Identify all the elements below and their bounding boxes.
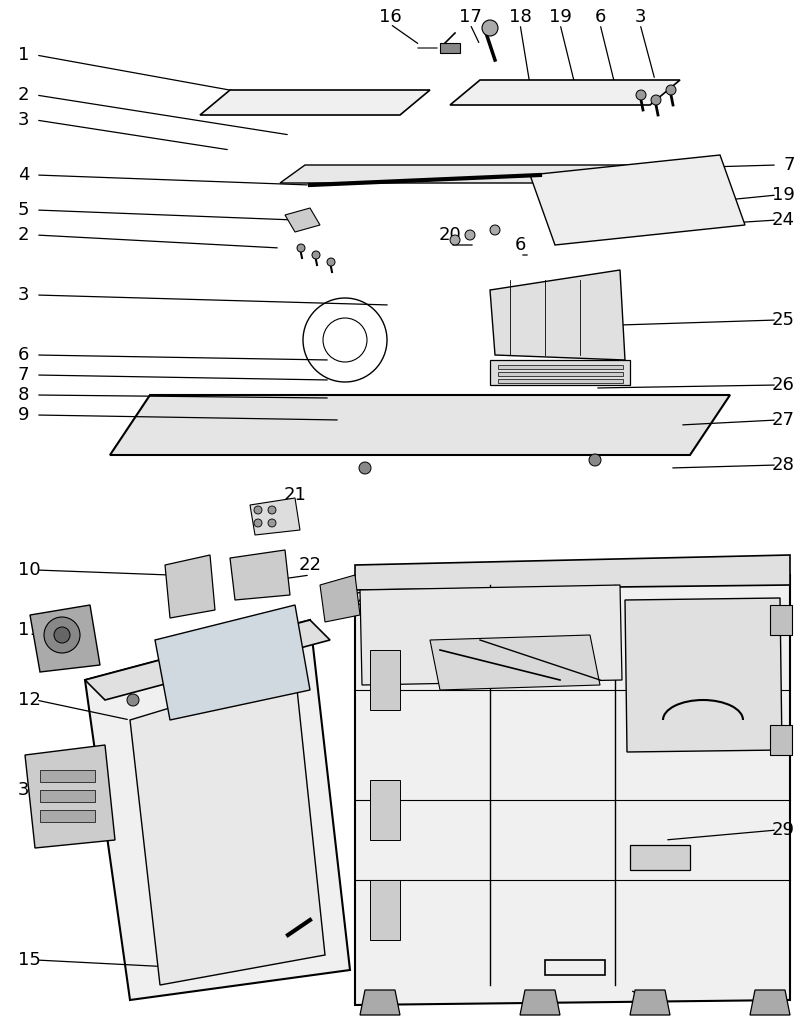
Circle shape <box>54 627 70 643</box>
Circle shape <box>44 617 80 653</box>
Bar <box>498 365 623 369</box>
Text: 7: 7 <box>783 156 795 174</box>
Text: 2: 2 <box>18 226 29 244</box>
Text: 32: 32 <box>18 781 41 799</box>
Polygon shape <box>85 620 330 700</box>
Circle shape <box>254 506 262 514</box>
Polygon shape <box>355 555 790 590</box>
Polygon shape <box>285 208 320 232</box>
Text: 23: 23 <box>354 591 376 609</box>
Polygon shape <box>280 165 635 183</box>
Text: 9: 9 <box>18 406 29 424</box>
Bar <box>370 780 400 840</box>
Circle shape <box>636 90 646 100</box>
Bar <box>440 43 460 53</box>
Circle shape <box>465 230 475 240</box>
Polygon shape <box>625 598 782 752</box>
Bar <box>40 790 95 802</box>
Circle shape <box>297 244 305 252</box>
Bar <box>545 961 605 975</box>
Polygon shape <box>130 670 325 985</box>
Circle shape <box>268 506 276 514</box>
Text: 29: 29 <box>772 821 795 839</box>
Circle shape <box>651 95 661 105</box>
Polygon shape <box>155 605 310 720</box>
Text: 6: 6 <box>515 236 526 254</box>
Circle shape <box>589 454 601 466</box>
Text: 16: 16 <box>379 8 401 26</box>
Polygon shape <box>750 990 790 1015</box>
Bar <box>370 880 400 940</box>
Polygon shape <box>25 745 115 848</box>
Text: 21: 21 <box>284 486 307 504</box>
Polygon shape <box>320 575 360 622</box>
Polygon shape <box>450 80 680 105</box>
Text: 10: 10 <box>18 561 40 579</box>
Polygon shape <box>430 635 600 690</box>
Text: 15: 15 <box>18 951 41 969</box>
Text: 26: 26 <box>772 376 795 394</box>
Text: 31: 31 <box>638 992 662 1010</box>
Polygon shape <box>110 395 730 455</box>
Text: 2: 2 <box>18 86 29 104</box>
Circle shape <box>254 519 262 527</box>
Polygon shape <box>360 585 622 685</box>
Polygon shape <box>530 155 745 245</box>
Text: 4: 4 <box>18 166 29 184</box>
Bar <box>770 725 792 755</box>
Text: 20: 20 <box>438 226 461 244</box>
Polygon shape <box>630 845 690 870</box>
Circle shape <box>490 225 500 234</box>
Bar <box>40 810 95 822</box>
Bar <box>490 360 630 385</box>
Text: 28: 28 <box>772 456 795 474</box>
Text: 19: 19 <box>549 8 571 26</box>
Text: 12: 12 <box>18 691 41 709</box>
Text: 5: 5 <box>18 201 29 219</box>
Text: 3: 3 <box>18 286 29 304</box>
Circle shape <box>450 234 460 245</box>
Text: 24: 24 <box>772 211 795 229</box>
Polygon shape <box>490 270 625 360</box>
Polygon shape <box>630 990 670 1015</box>
Bar <box>770 605 792 635</box>
Text: 27: 27 <box>772 411 795 429</box>
Bar <box>370 650 400 710</box>
Text: 19: 19 <box>772 186 795 204</box>
Text: 3: 3 <box>18 111 29 129</box>
Text: 11: 11 <box>18 621 40 639</box>
Circle shape <box>359 462 371 474</box>
Text: 25: 25 <box>772 311 795 329</box>
Text: 17: 17 <box>459 8 481 26</box>
Polygon shape <box>200 90 430 115</box>
Text: 18: 18 <box>509 8 532 26</box>
Circle shape <box>666 85 676 95</box>
Circle shape <box>127 694 139 706</box>
Circle shape <box>482 20 498 36</box>
Polygon shape <box>230 550 290 600</box>
Text: 6: 6 <box>18 346 29 364</box>
Polygon shape <box>520 990 560 1015</box>
Bar <box>498 379 623 383</box>
Circle shape <box>327 258 335 266</box>
Text: 3: 3 <box>634 8 646 26</box>
Circle shape <box>268 519 276 527</box>
Polygon shape <box>355 575 790 1005</box>
Polygon shape <box>250 498 300 535</box>
Text: 1: 1 <box>18 46 29 63</box>
Polygon shape <box>30 605 100 672</box>
Text: 6: 6 <box>595 8 606 26</box>
Bar <box>498 372 623 376</box>
Polygon shape <box>630 715 690 740</box>
Text: 8: 8 <box>18 386 29 404</box>
Polygon shape <box>85 620 350 1000</box>
Polygon shape <box>165 555 215 618</box>
Circle shape <box>312 251 320 259</box>
Bar <box>40 770 95 782</box>
Polygon shape <box>360 990 400 1015</box>
Text: 22: 22 <box>299 556 321 574</box>
Text: 7: 7 <box>18 366 29 384</box>
